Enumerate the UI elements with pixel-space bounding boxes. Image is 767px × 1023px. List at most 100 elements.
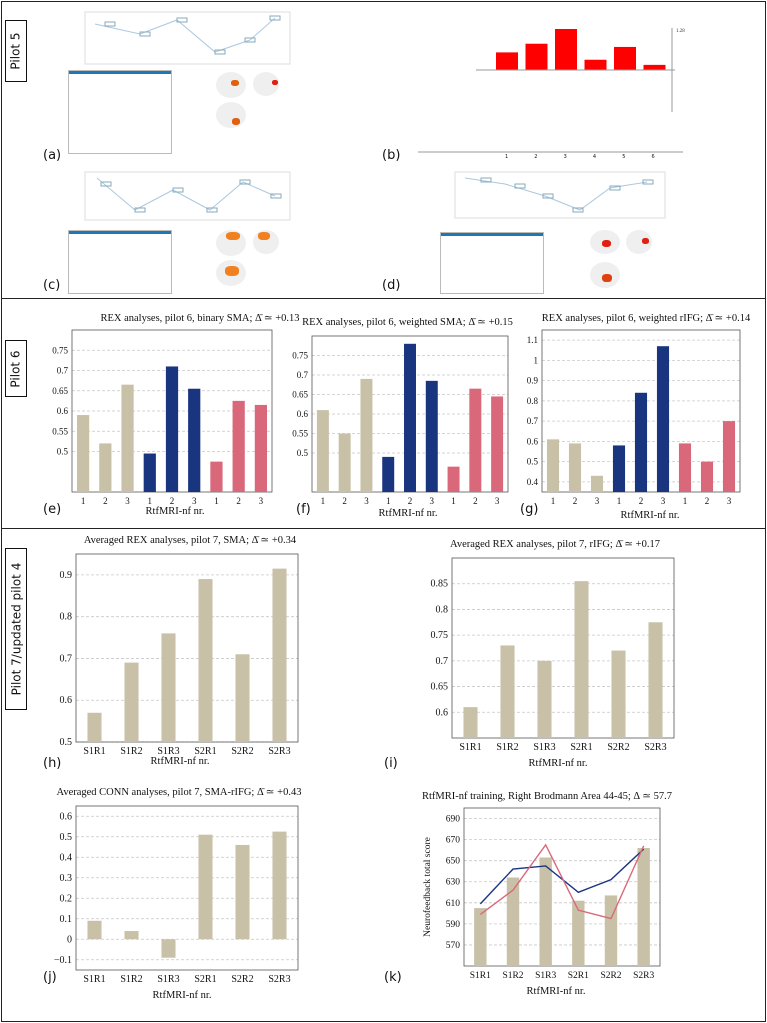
chart-f-title: REX analyses, pilot 6, weighted SMA; Δ̄ …: [302, 317, 513, 328]
ytick-label: 1.28: [676, 29, 685, 34]
bar: [614, 46, 636, 70]
bar: [404, 343, 416, 492]
bar: [634, 392, 648, 492]
bar: [121, 384, 134, 492]
xtick-label: 6: [651, 154, 655, 160]
ytick-label: 670: [446, 836, 461, 846]
ytick-label: 610: [446, 899, 461, 909]
bar: [656, 346, 670, 492]
thumb-a-brain-3: [216, 102, 246, 128]
chart-g: 0.4 0.5 0.6 0.7 0.8 0.9 1 1.1 1 2 3 1 2 3 1 2 3: [527, 329, 741, 506]
xtick-label: 1: [683, 496, 688, 506]
xtick-label: 4: [592, 154, 597, 160]
bar: [604, 895, 618, 966]
bar: [165, 366, 179, 492]
bar: [210, 461, 223, 492]
ytick-label: 0.6: [60, 695, 73, 706]
bar: [722, 421, 736, 492]
bar: [124, 662, 139, 742]
bar: [99, 443, 112, 492]
ytick-label: −0.1: [54, 955, 72, 966]
ytick-label: 0.6: [527, 436, 539, 446]
xtick-label: S2R2: [607, 742, 629, 753]
bar: [643, 64, 666, 70]
label-j: (j): [43, 970, 57, 985]
chart-b: 1.28: [476, 28, 685, 112]
ytick-label: 0.5: [60, 832, 73, 843]
ytick-label: 570: [446, 941, 461, 951]
xtick-label: S2R1: [570, 742, 592, 753]
xtick-label: S1R2: [502, 971, 523, 981]
bar: [611, 650, 626, 738]
label-b: (b): [382, 148, 401, 163]
xtick-label: 2: [573, 496, 578, 506]
ylabel: Neurofeedback total score: [422, 837, 433, 937]
xtick-label: 2: [408, 496, 413, 506]
ytick-label: 0.5: [60, 737, 73, 748]
ytick-label: 0.4: [60, 852, 73, 863]
bar: [496, 52, 518, 70]
xtick-label: 2: [170, 496, 175, 506]
xtick-label: 3: [364, 496, 369, 506]
thumb-a-blob-3: [232, 118, 240, 125]
bar: [500, 645, 515, 738]
thumb-a-line: [84, 11, 291, 65]
ytick-label: 0.55: [292, 429, 308, 439]
bar: [143, 453, 156, 492]
thumb-d-line: [454, 171, 666, 219]
label-k: (k): [384, 970, 402, 985]
ytick-label: 0.7: [527, 416, 539, 426]
bar: [463, 707, 478, 738]
pilot7-section: [1, 528, 766, 1022]
ytick-label: 0.7: [60, 653, 73, 664]
xtick-label: 1: [386, 496, 391, 506]
ytick-label: 0.5: [297, 448, 309, 458]
bar: [572, 900, 585, 966]
ytick-label: 0.9: [60, 570, 73, 581]
bar: [539, 857, 552, 966]
ytick-label: 0.6: [57, 406, 69, 416]
xtick-label: 2: [342, 496, 347, 506]
xtick-label: 2: [705, 496, 710, 506]
bar: [568, 443, 582, 492]
ytick-label: 0.85: [431, 579, 449, 590]
bar: [678, 443, 692, 492]
ytick-label: 630: [446, 878, 461, 888]
xtick-label: 3: [125, 496, 130, 506]
ytick-label: 650: [446, 857, 461, 867]
xtick-label: 3: [727, 496, 732, 506]
label-f: (f): [296, 502, 311, 517]
ytick-label: 0.7: [297, 370, 309, 380]
plot-frame: [451, 557, 675, 739]
series-line-navy-line: [479, 848, 645, 905]
bar: [360, 378, 373, 492]
bar: [574, 581, 589, 738]
label-c: (c): [43, 278, 61, 293]
thumb-c-line: [84, 171, 291, 221]
plot-frame: [75, 805, 299, 971]
xtick-label: 1: [148, 496, 153, 506]
thumb-a-blob-1: [231, 80, 239, 86]
chart-e: 0.5 0.55 0.6 0.65 0.7 0.75 1 2 3 1 2 3 1 2 3: [52, 329, 273, 506]
xtick-label: 3: [661, 496, 666, 506]
ytick-label: 0.9: [527, 376, 539, 386]
bar: [648, 622, 663, 738]
thumb-a-blob-2: [272, 80, 278, 85]
xtick-label: 3: [259, 496, 264, 506]
ytick-label: 0.5: [527, 457, 539, 467]
ytick-label: 0.6: [60, 811, 73, 822]
bar: [77, 415, 90, 492]
xtick-label: S2R1: [194, 746, 216, 757]
ytick-label: 1: [534, 355, 539, 365]
ytick-label: 0.3: [60, 873, 73, 884]
bar: [537, 660, 552, 738]
thumb-d-panel: [440, 232, 544, 294]
bar: [87, 920, 102, 940]
chart-i-xlabel: RtfMRI-nf nr.: [528, 758, 588, 769]
xtick-label: 1: [551, 496, 556, 506]
chart-f: 0.5 0.55 0.6 0.65 0.7 0.75 1 2 3 1 2 3 1 2 3: [292, 335, 509, 506]
xtick-label: S1R2: [120, 746, 142, 757]
pilot5-label: Pilot 5: [5, 20, 27, 82]
xtick-label: S1R1: [459, 742, 481, 753]
bar: [612, 445, 626, 492]
